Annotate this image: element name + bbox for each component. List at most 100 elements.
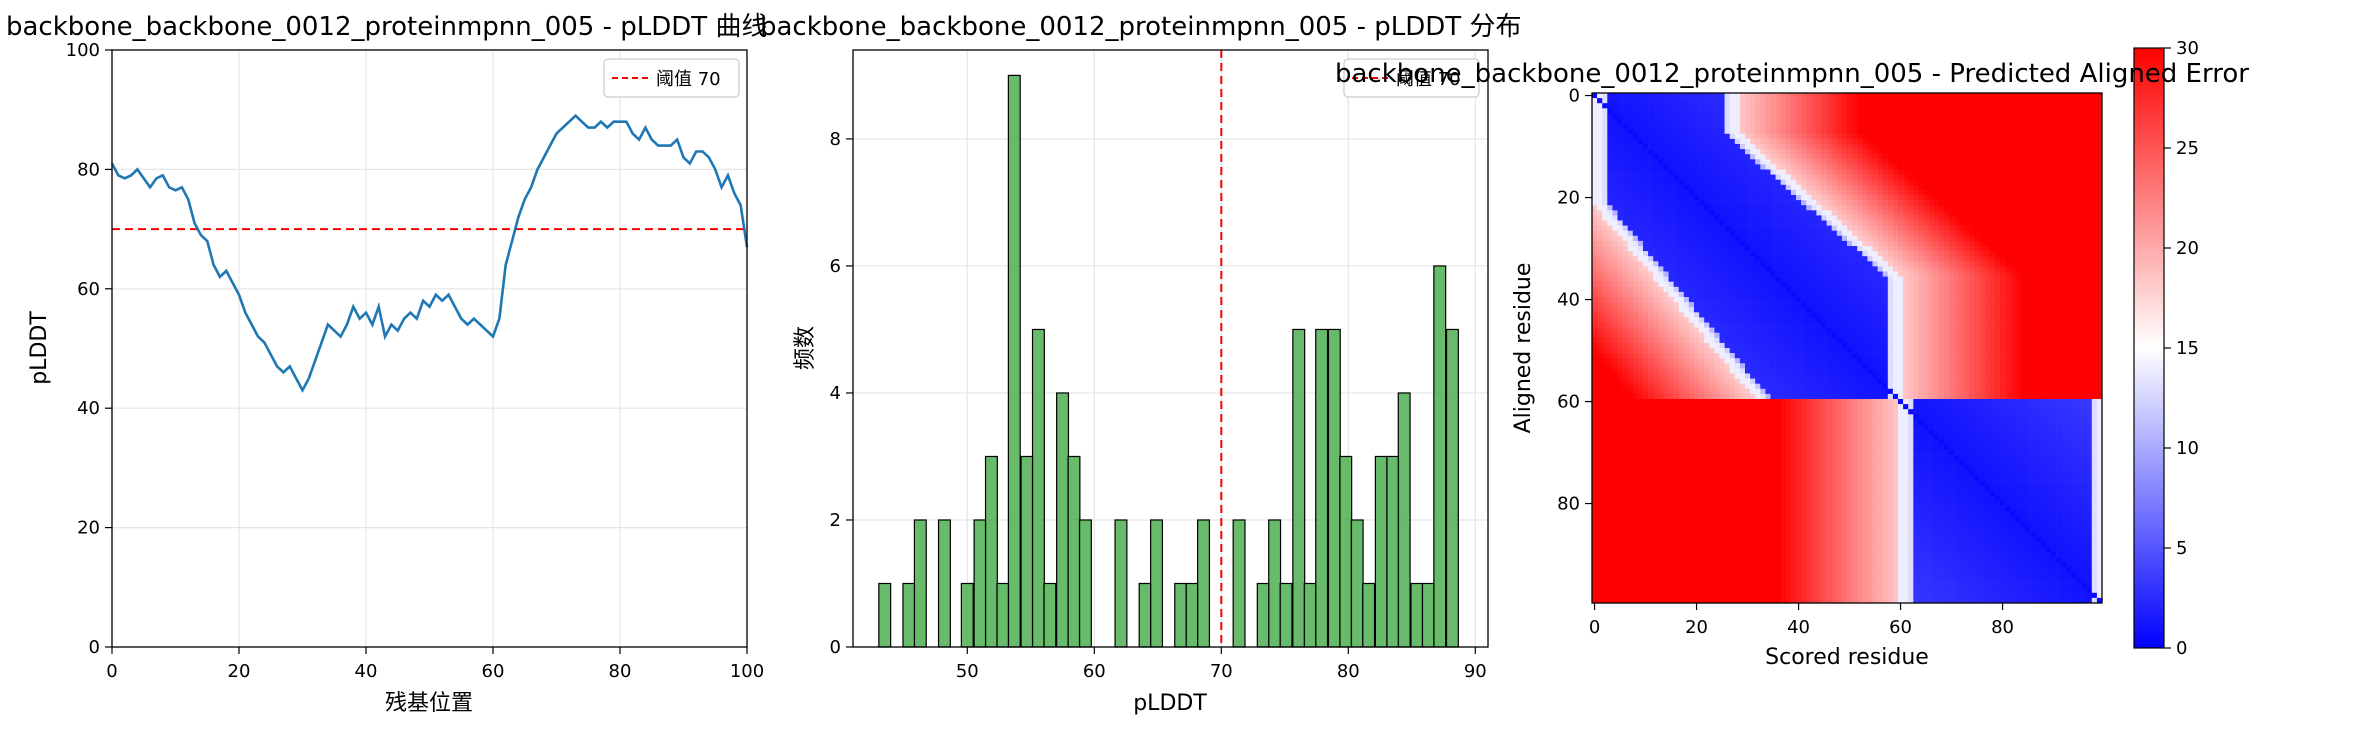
heatmap-cell — [2071, 307, 2077, 313]
heatmap-cell — [2056, 205, 2062, 211]
heatmap-cell — [1643, 149, 1649, 155]
heatmap-cell — [1683, 312, 1690, 318]
heatmap-cell — [1592, 123, 1598, 129]
y-tick-label: 60 — [77, 279, 100, 300]
heatmap-cell — [1847, 327, 1853, 333]
heatmap-cell — [1954, 93, 1960, 99]
heatmap-cell — [2056, 332, 2062, 339]
heatmap-cell — [2010, 93, 2016, 99]
heatmap-cell — [1954, 128, 1960, 135]
heatmap-cell — [1923, 189, 1929, 196]
heatmap-cell — [1806, 337, 1812, 344]
heatmap-cell — [1811, 144, 1817, 150]
heatmap-cell — [1617, 251, 1623, 257]
heatmap-cell — [1673, 297, 1679, 303]
heatmap-cell — [1775, 291, 1781, 298]
heatmap-cell — [2020, 200, 2026, 206]
heatmap-cell — [2000, 256, 2006, 262]
heatmap-cell — [1770, 149, 1776, 155]
heatmap-cell — [1770, 251, 1776, 257]
heatmap-cell — [2096, 286, 2103, 293]
heatmap-cell — [1913, 327, 1919, 333]
heatmap-cell — [2051, 271, 2057, 277]
heatmap-cell — [2051, 256, 2057, 262]
heatmap-cell — [1974, 261, 1980, 267]
heatmap-cell — [1770, 215, 1776, 221]
heatmap-cell — [1699, 266, 1705, 272]
heatmap-cell — [2051, 108, 2057, 114]
heatmap-cell — [1627, 307, 1634, 313]
heatmap-cell — [1683, 200, 1690, 206]
heatmap-cell — [1663, 291, 1669, 298]
heatmap-cell — [1724, 93, 1730, 99]
heatmap-cell — [1760, 149, 1766, 155]
heatmap-cell — [1622, 230, 1628, 237]
heatmap-cell — [2025, 159, 2031, 165]
heatmap-cell — [1918, 230, 1924, 237]
heatmap-cell — [2061, 133, 2067, 140]
heatmap-cell — [1913, 189, 1919, 196]
heatmap-cell — [1729, 220, 1736, 226]
heatmap-cell — [1668, 195, 1674, 201]
heatmap-cell — [1724, 286, 1730, 293]
heatmap-cell — [1841, 271, 1848, 277]
heatmap-cell — [1643, 169, 1649, 175]
heatmap-cell — [1949, 220, 1955, 226]
heatmap-cell — [1602, 220, 1608, 226]
heatmap-cell — [1959, 215, 1965, 221]
heatmap-cell — [1984, 332, 1991, 339]
heatmap-cell — [1678, 230, 1685, 237]
heatmap-cell — [1959, 118, 1965, 124]
heatmap-cell — [1898, 307, 1904, 313]
heatmap-cell — [1796, 149, 1802, 155]
heatmap-cell — [1790, 123, 1797, 129]
heatmap-cell — [1872, 174, 1878, 180]
heatmap-cell — [1750, 128, 1756, 135]
heatmap-cell — [1745, 332, 1751, 339]
heatmap-cell — [2025, 149, 2031, 155]
heatmap-cell — [1964, 159, 1970, 165]
heatmap-cell — [1841, 281, 1848, 288]
heatmap-cell — [1872, 113, 1878, 119]
heatmap-cell — [1637, 123, 1644, 129]
heatmap-cell — [1943, 225, 1950, 231]
heatmap-cell — [1938, 113, 1945, 119]
heatmap-cell — [1796, 240, 1802, 247]
heatmap-cell — [1653, 118, 1659, 124]
heatmap-cell — [1683, 261, 1690, 267]
heatmap-cell — [1755, 123, 1761, 129]
heatmap-cell — [2051, 225, 2057, 231]
heatmap-cell — [1632, 169, 1639, 175]
heatmap-cell — [1852, 93, 1858, 99]
legend-threshold-label: 阈值 70 — [1396, 69, 1461, 90]
heatmap-cell — [1790, 133, 1797, 140]
heatmap-cell — [1668, 307, 1674, 313]
heatmap-cell — [2000, 240, 2006, 247]
heatmap-cell — [1969, 118, 1975, 124]
heatmap-cell — [2000, 246, 2006, 252]
heatmap-cell — [1989, 235, 1996, 242]
heatmap-cell — [2066, 179, 2072, 186]
heatmap-cell — [1918, 123, 1924, 129]
heatmap-cell — [2071, 235, 2077, 242]
heatmap-cell — [1872, 149, 1878, 155]
heatmap-cell — [2010, 103, 2016, 109]
heatmap-cell — [2061, 256, 2067, 262]
heatmap-cell — [1694, 93, 1700, 99]
heatmap-cell — [1847, 307, 1853, 313]
heatmap-cell — [1903, 169, 1909, 175]
heatmap-cell — [2015, 154, 2021, 160]
heatmap-cell — [1658, 103, 1664, 109]
heatmap-cell — [1892, 144, 1899, 150]
heatmap-cell — [1933, 332, 1940, 339]
heatmap-cell — [1658, 205, 1664, 211]
heatmap-cell — [1913, 286, 1919, 293]
heatmap-cell — [1796, 200, 1802, 206]
heatmap-cell — [1928, 261, 1934, 267]
heatmap-cell — [1836, 317, 1843, 323]
heatmap-cell — [1668, 230, 1674, 237]
heatmap-cell — [2015, 312, 2021, 318]
heatmap-cell — [1949, 281, 1955, 288]
heatmap-cell — [1943, 118, 1950, 124]
heatmap-cell — [1913, 307, 1919, 313]
